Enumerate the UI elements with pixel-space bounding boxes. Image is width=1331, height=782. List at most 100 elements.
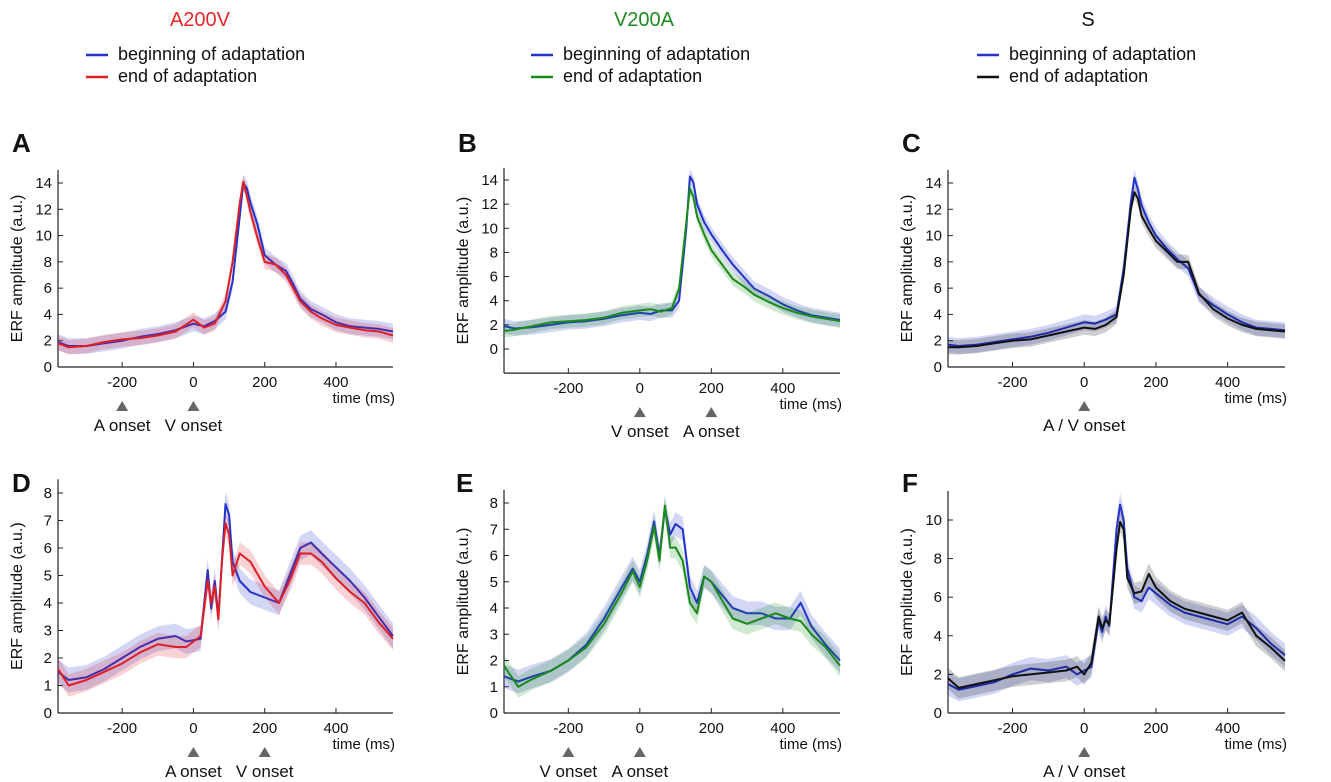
x-tick-label-A: 200: [252, 374, 277, 391]
x-axis-label-B: time (ms): [780, 396, 843, 413]
panel-letter-B: B: [458, 128, 477, 158]
onset-label-D-0: A onset: [165, 762, 222, 781]
legend-label-0-1: end of adaptation: [118, 66, 257, 86]
panel-letter-E: E: [456, 468, 473, 498]
series-line-A-1: [57, 180, 394, 349]
legend-label-0-0: beginning of adaptation: [118, 44, 305, 64]
series-band-E-1: [504, 494, 840, 698]
x-axis-label-E: time (ms): [780, 736, 843, 753]
y-axis-label-E: ERF amplitude (a.u.): [455, 528, 472, 676]
column-title-2: S: [1081, 9, 1094, 31]
onset-label-A-1: V onset: [165, 416, 223, 435]
onset-label-D-1: V onset: [236, 762, 294, 781]
y-tick-label-D: 3: [44, 623, 52, 640]
series-line-F-0: [947, 503, 1286, 691]
y-tick-label-F: 6: [934, 589, 942, 606]
x-tick-label-F: -200: [998, 720, 1028, 737]
x-tick-label-F: 200: [1143, 720, 1168, 737]
series-line-C-1: [948, 191, 1286, 349]
x-tick-label-E: 400: [770, 720, 795, 737]
x-tick-label-A: 0: [189, 374, 197, 391]
x-tick-label-D: 400: [323, 720, 348, 737]
y-tick-label-C: 8: [934, 254, 942, 271]
y-tick-label-E: 2: [490, 653, 498, 670]
y-tick-label-E: 0: [490, 705, 498, 722]
y-tick-label-C: 12: [925, 201, 942, 218]
series-line-C-0: [947, 176, 1286, 347]
x-tick-label-C: 400: [1215, 374, 1240, 391]
legend-label-2-0: beginning of adaptation: [1009, 44, 1196, 64]
y-tick-label-D: 1: [44, 678, 52, 695]
series-line-D-0: [57, 503, 394, 681]
panel-letter-A: A: [12, 128, 31, 158]
panel-letter-C: C: [902, 128, 921, 158]
series-band-D-0: [58, 491, 393, 693]
y-tick-label-C: 4: [934, 306, 942, 323]
x-tick-label-B: -200: [553, 380, 583, 397]
onset-marker-B-1: [705, 407, 718, 418]
onset-marker-D-1: [258, 747, 271, 757]
y-tick-label-D: 8: [44, 485, 52, 502]
series-line-F-1: [947, 520, 1286, 689]
x-tick-label-C: 200: [1143, 374, 1168, 391]
x-tick-label-E: 200: [699, 720, 724, 737]
legend-label-1-0: beginning of adaptation: [563, 44, 750, 64]
onset-marker-F-0: [1078, 747, 1091, 757]
series-line-E-1: [503, 504, 841, 688]
y-tick-label-D: 5: [44, 568, 52, 585]
series-band-D-1: [58, 511, 393, 697]
y-tick-label-C: 2: [934, 333, 942, 350]
y-tick-label-E: 5: [490, 574, 498, 591]
y-tick-label-D: 6: [44, 540, 52, 557]
x-axis-label-C: time (ms): [1225, 390, 1288, 407]
y-tick-label-B: 12: [481, 196, 498, 213]
y-tick-label-F: 8: [934, 551, 942, 568]
onset-label-B-1: A onset: [683, 422, 740, 441]
onset-label-B-0: V onset: [611, 422, 669, 441]
series-band-F-1: [948, 511, 1285, 699]
series-line-D-1: [57, 522, 394, 687]
series-line-E-0: [503, 507, 841, 683]
x-tick-label-B: 200: [699, 380, 724, 397]
legend-label-1-1: end of adaptation: [563, 66, 702, 86]
onset-label-A-0: A onset: [94, 416, 151, 435]
y-tick-label-E: 7: [490, 521, 498, 538]
column-title-1: V200A: [614, 9, 675, 31]
y-tick-label-D: 0: [44, 705, 52, 722]
y-axis-label-F: ERF amplitude (a.u.): [899, 528, 916, 676]
y-tick-label-A: 8: [44, 254, 52, 271]
column-title-0: A200V: [170, 9, 231, 31]
onset-marker-B-0: [633, 407, 646, 418]
x-tick-label-D: -200: [107, 720, 137, 737]
legend-label-2-1: end of adaptation: [1009, 66, 1148, 86]
y-tick-label-B: 8: [490, 244, 498, 261]
panel-letter-F: F: [902, 468, 918, 498]
x-tick-label-B: 400: [770, 380, 795, 397]
series-band-B-0: [504, 169, 840, 336]
onset-label-E-1: A onset: [611, 762, 668, 781]
x-tick-label-D: 200: [252, 720, 277, 737]
y-tick-label-C: 10: [925, 228, 942, 245]
y-tick-label-F: 4: [934, 628, 942, 645]
onset-marker-D-0: [187, 747, 200, 757]
y-tick-label-B: 10: [481, 220, 498, 237]
y-tick-label-F: 0: [934, 705, 942, 722]
y-tick-label-B: 2: [490, 317, 498, 334]
y-tick-label-E: 1: [490, 679, 498, 696]
y-axis-label-C: ERF amplitude (a.u.): [899, 195, 916, 343]
y-axis-label-D: ERF amplitude (a.u.): [9, 522, 26, 670]
x-axis-label-A: time (ms): [333, 390, 396, 407]
panel-letter-D: D: [12, 468, 31, 498]
y-tick-label-E: 6: [490, 548, 498, 565]
y-tick-label-A: 4: [44, 306, 52, 323]
y-tick-label-D: 4: [44, 595, 52, 612]
series-band-A-1: [58, 174, 393, 355]
y-tick-label-A: 0: [44, 359, 52, 376]
y-tick-label-C: 14: [925, 175, 942, 192]
y-axis-label-B: ERF amplitude (a.u.): [455, 197, 472, 345]
onset-label-C-0: A / V onset: [1043, 416, 1125, 435]
